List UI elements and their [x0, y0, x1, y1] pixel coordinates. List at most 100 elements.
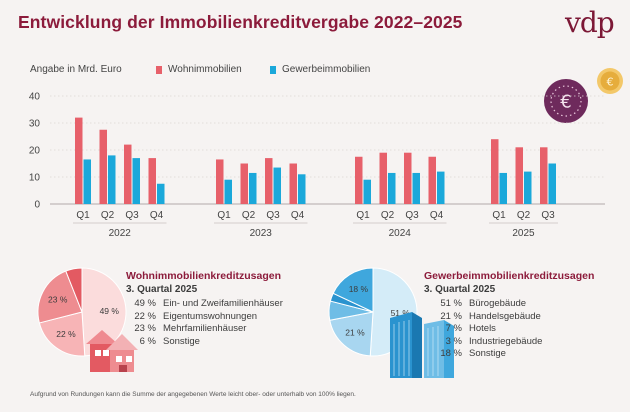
- wohn-item-pct: 49 %: [134, 298, 156, 309]
- pie-slice: [38, 311, 86, 357]
- vdp-logo: vdp: [565, 6, 615, 39]
- x-tick-label: Q1: [492, 210, 506, 221]
- bar-gewerbe: [132, 158, 140, 204]
- bar-gewerbe: [437, 171, 445, 204]
- legend-swatch-wohn: [156, 65, 162, 74]
- x-tick-label: Q4: [291, 210, 305, 221]
- wohn-pie-chart: 49 % 22 % 23 %: [37, 267, 127, 357]
- wohn-item-pct: 6 %: [139, 335, 156, 347]
- x-tick-label: Q3: [125, 210, 139, 221]
- year-label: 2023: [250, 228, 273, 239]
- legend-swatch-gewerbe: [270, 65, 276, 74]
- bar-gewerbe: [108, 155, 116, 204]
- bar-wohn: [124, 144, 132, 204]
- x-tick-label: Q3: [405, 210, 419, 221]
- gewerbe-item-label: Handelsgebäude: [469, 310, 541, 322]
- y-tick-label: 10: [29, 173, 41, 184]
- x-tick-label: Q2: [381, 210, 395, 221]
- pie-slice-label: 22 %: [56, 329, 76, 339]
- wohn-item: 22 % Eigentumswohnungen: [126, 311, 283, 324]
- pie-slice: [37, 270, 83, 324]
- x-tick-label: Q3: [266, 210, 280, 221]
- house-icon: [86, 330, 138, 372]
- year-label: 2022: [109, 228, 132, 239]
- gewerbe-item: 21 % Handelsgebäude: [432, 311, 542, 324]
- gewerbe-item-pct: 7 %: [445, 323, 462, 335]
- x-tick-label: Q2: [242, 210, 256, 221]
- gewerbe-breakdown-list: 51 % Bürogebäude 21 % Handelsgebäude 7 % Ho…: [432, 298, 542, 361]
- bar-gewerbe: [499, 172, 507, 204]
- gewerbe-item-pct: 18 %: [440, 348, 462, 360]
- gewerbe-item: 51 % Bürogebäude: [432, 298, 542, 311]
- gewerbe-section-subtitle: 3. Quartal 2025: [424, 284, 496, 295]
- page-title: Entwicklung der Immobilienkreditvergabe …: [18, 12, 463, 32]
- unit-label: Angabe in Mrd. Euro: [30, 64, 122, 75]
- pie-slice: [329, 311, 374, 357]
- gewerbe-item-pct: 21 %: [440, 310, 462, 322]
- pie-slice-label: 18 %: [349, 284, 369, 294]
- gewerbe-item-pct: 51 %: [440, 298, 462, 309]
- bar-gewerbe: [548, 163, 556, 204]
- wohn-item: 6 % Sonstige: [126, 336, 283, 349]
- gewerbe-item-label: Hotels: [469, 323, 496, 335]
- svg-text:€: €: [607, 76, 614, 89]
- bar-wohn: [216, 159, 224, 204]
- bar-wohn: [515, 147, 523, 204]
- bar-gewerbe: [298, 174, 306, 204]
- wohn-item: 49 % Ein- und Zweifamilienhäuser: [126, 298, 283, 311]
- x-tick-label: Q2: [517, 210, 531, 221]
- bar-chart: 0 10 20 30 40 Q1 Q2 Q3 Q4 2022 Q1 Q2 Q3 Q4 2023 Q1 Q2 Q3 Q…: [29, 92, 605, 239]
- bar-gewerbe: [157, 183, 165, 204]
- bar-gewerbe: [524, 171, 532, 204]
- wohn-item-pct: 22 %: [134, 310, 156, 322]
- euro-coin-icon: €: [544, 79, 588, 123]
- pie-slice: [65, 267, 83, 313]
- wohn-item-pct: 23 %: [134, 323, 156, 335]
- wohn-breakdown-list: 49 % Ein- und Zweifamilienhäuser 22 % Eige…: [126, 298, 283, 348]
- gewerbe-item: 3 % Industriegebäude: [432, 336, 543, 349]
- x-tick-label: Q2: [101, 210, 115, 221]
- pie-slice-label: 21 %: [345, 327, 365, 337]
- x-tick-label: Q4: [430, 210, 444, 221]
- year-label: 2024: [389, 228, 412, 239]
- gold-coin-icon: €: [597, 68, 623, 94]
- office-buildings-icon: [390, 312, 454, 378]
- wohn-item-label: Eigentumswohnungen: [163, 310, 258, 322]
- gewerbe-section-title: Gewerbeimmobilienkreditzusagen: [424, 270, 595, 282]
- bar-gewerbe: [273, 167, 281, 204]
- bar-wohn: [379, 152, 387, 204]
- bar-gewerbe: [363, 179, 371, 204]
- wohn-item-label: Ein- und Zweifamilienhäuser: [163, 298, 283, 309]
- bar-wohn: [404, 152, 412, 204]
- y-tick-label: 20: [29, 146, 41, 157]
- bar-wohn: [428, 156, 436, 204]
- bar-gewerbe: [224, 179, 232, 204]
- x-tick-label: Q1: [356, 210, 370, 221]
- y-tick-label: 0: [34, 200, 40, 211]
- bar-wohn: [491, 139, 499, 204]
- x-tick-label: Q4: [150, 210, 164, 221]
- pie-slice-label: 23 %: [48, 295, 68, 305]
- wohn-item-label: Mehrfamilienhäuser: [163, 323, 247, 335]
- bar-gewerbe: [412, 172, 420, 204]
- gewerbe-item-label: Bürogebäude: [469, 298, 527, 309]
- wohn-section-subtitle: 3. Quartal 2025: [126, 284, 198, 295]
- bar-gewerbe: [388, 172, 396, 204]
- x-tick-label: Q3: [541, 210, 555, 221]
- coin-icons: € €: [544, 68, 623, 123]
- x-tick-label: Q1: [217, 210, 231, 221]
- y-tick-label: 40: [29, 92, 41, 103]
- pie-slice: [332, 267, 374, 313]
- pie-slice-label: 49 %: [100, 306, 120, 316]
- legend-label-wohn: Wohnimmobilien: [168, 64, 242, 75]
- wohn-item: 23 % Mehrfamilienhäuser: [126, 323, 283, 336]
- pie-slice-label: 51 %: [391, 308, 411, 318]
- gewerbe-item: 7 % Hotels: [432, 323, 542, 336]
- year-label: 2025: [512, 228, 535, 239]
- legend-label-gewerbe: Gewerbeimmobilien: [282, 64, 371, 75]
- wohn-section-title: Wohnimmobilienkreditzusagen: [126, 270, 281, 282]
- legend-gewerbe: Gewerbeimmobilien: [270, 64, 370, 75]
- bar-wohn: [75, 117, 83, 204]
- x-tick-label: Q1: [76, 210, 90, 221]
